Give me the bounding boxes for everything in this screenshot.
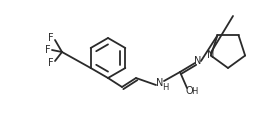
Text: N: N	[207, 50, 215, 60]
Text: F: F	[48, 33, 54, 43]
Text: O: O	[185, 86, 193, 96]
Text: N: N	[194, 56, 202, 66]
Text: H: H	[162, 84, 168, 93]
Text: F: F	[48, 58, 54, 68]
Text: H: H	[191, 86, 197, 95]
Text: N: N	[156, 78, 164, 88]
Text: F: F	[45, 45, 51, 55]
